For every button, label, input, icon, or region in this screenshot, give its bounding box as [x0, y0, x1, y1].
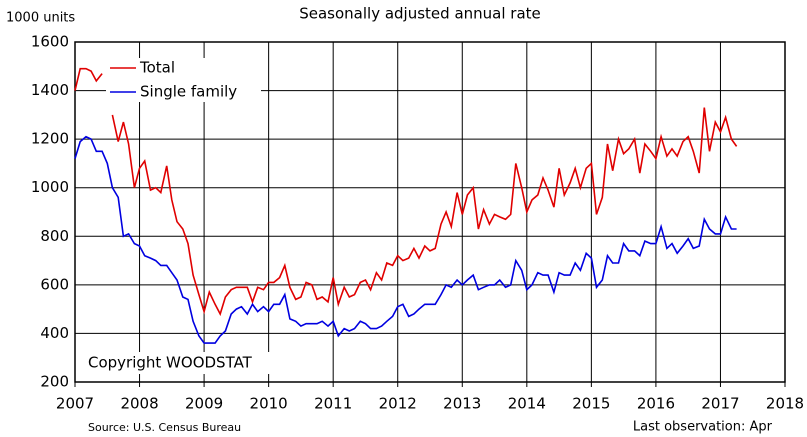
y-tick-label: 1200	[31, 130, 69, 148]
x-tick-label: 2009	[185, 395, 223, 413]
copyright: Copyright WOODSTAT	[88, 354, 253, 372]
legend-label: Single family	[140, 83, 237, 101]
y-tick-label: 1600	[31, 33, 69, 51]
x-tick-label: 2011	[314, 395, 352, 413]
data-line	[74, 67, 738, 317]
x-tick-label: 2013	[443, 395, 481, 413]
copyright-background	[84, 352, 270, 374]
x-tick-label: 2014	[508, 395, 546, 413]
data-line	[74, 135, 737, 344]
source: Source: U.S. Census Bureau	[88, 421, 241, 434]
x-tick-label: 2010	[250, 395, 288, 413]
x-tick-label: 2007	[56, 395, 94, 413]
chart-title: Seasonally adjusted annual rate	[299, 5, 541, 23]
y-tick-label: 400	[40, 324, 69, 342]
y-axis-label: 1000 units	[6, 11, 75, 26]
x-tick-label: 2017	[701, 395, 739, 413]
x-tick-label: 2016	[637, 395, 675, 413]
y-tick-label: 1400	[31, 81, 69, 99]
x-tick-label: 2018	[766, 395, 804, 413]
y-tick-label: 600	[40, 275, 69, 293]
y-tick-label: 1000	[31, 178, 69, 196]
x-tick-label: 2008	[120, 395, 158, 413]
y-tick-label: 200	[40, 373, 69, 391]
legend-background	[106, 58, 261, 102]
x-tick-label: 2015	[572, 395, 610, 413]
plot-frame	[74, 41, 786, 383]
y-tick-label: 800	[40, 227, 69, 245]
legend-label: Total	[139, 59, 175, 77]
note: Last observation: Apr	[633, 420, 773, 435]
x-tick-label: 2012	[379, 395, 417, 413]
